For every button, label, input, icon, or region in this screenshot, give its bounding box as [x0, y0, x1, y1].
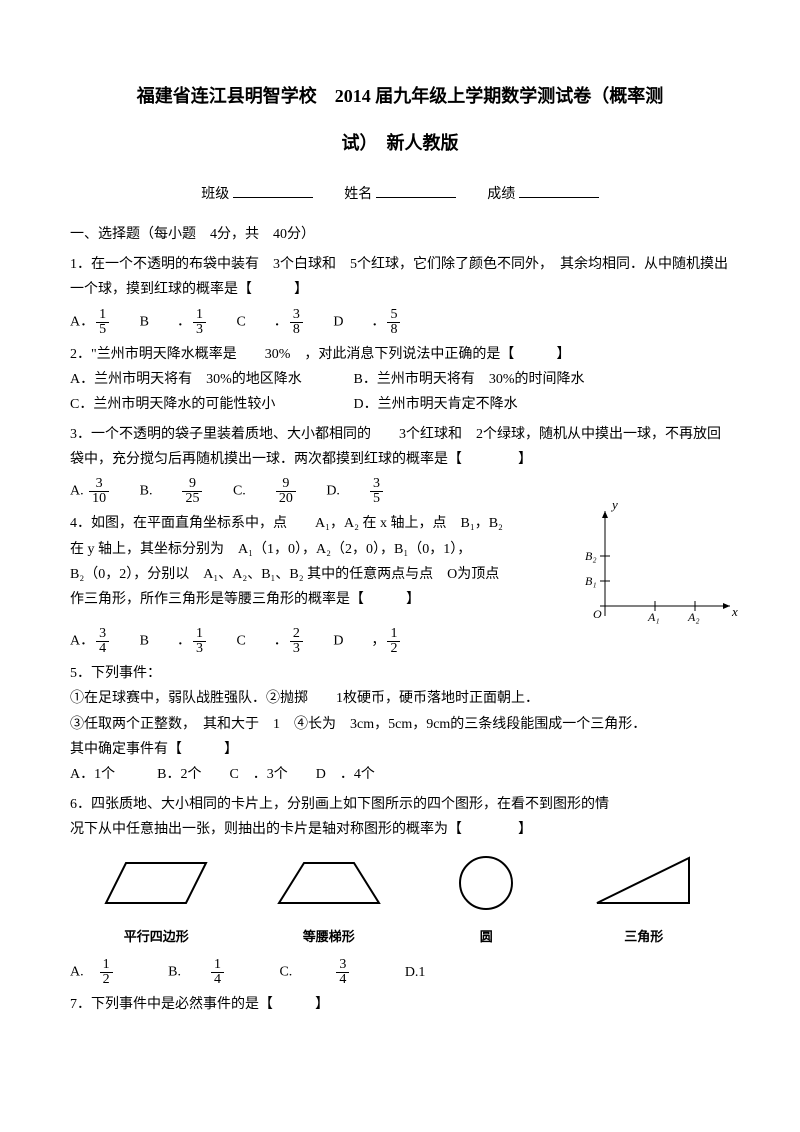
question-5: 5．下列事件： ①在足球赛中，弱队战胜强队．②抛掷 1枚硬币，硬币落地时正面朝上…	[70, 661, 730, 787]
q5-l1: 5．下列事件：	[70, 661, 730, 686]
svg-text:A₂: A₂	[687, 610, 700, 624]
q6-l1: 6．四张质地、大小相同的卡片上，分别画上如下图所示的四个图形，在看不到图形的情	[70, 792, 730, 817]
section1-title: 一、选择题（每小题 4分，共 40分）	[70, 222, 730, 247]
question-6: 6．四张质地、大小相同的卡片上，分别画上如下图所示的四个图形，在看不到图形的情 …	[70, 792, 730, 987]
question-4: 4．如图，在平面直角坐标系中，点 A₁，A₂ 在 x 轴上，点 B₁，B₂ 在 …	[70, 511, 730, 656]
title-line1: 福建省连江县明智学校 2014 届九年级上学期数学测试卷（概率测	[70, 80, 730, 112]
shapes-row: 平行四边形 等腰梯形 圆 三角形	[70, 853, 730, 949]
shape-triangle: 三角形	[589, 853, 699, 949]
q2-row2: C．兰州市明天降水的可能性较小 D．兰州市明天肯定不降水	[70, 392, 730, 417]
svg-text:x: x	[731, 604, 738, 619]
question-3: 3．一个不透明的袋子里装着质地、大小都相同的 3个红球和 2个绿球，随机从中摸出…	[70, 422, 730, 506]
q5-opts: A．1个 B．2个 C ．3个 D ．4个	[70, 762, 730, 787]
svg-text:A₁: A₁	[647, 610, 660, 624]
header-fields: 班级 姓名 成绩	[70, 180, 730, 207]
class-blank	[233, 180, 313, 198]
q5-l4: 其中确定事件有【 】	[70, 737, 730, 762]
shape-circle: 圆	[446, 853, 526, 949]
name-blank	[376, 180, 456, 198]
question-2: 2．"兰州市明天降水概率是 30% ，对此消息下列说法中正确的是【 】 A．兰州…	[70, 342, 730, 418]
question-7: 7．下列事件中是必然事件的是【 】	[70, 992, 730, 1017]
q1-text: 1．在一个不透明的布袋中装有 3个白球和 5个红球，它们除了颜色不同外， 其余均…	[70, 252, 730, 302]
q5-l3: ③任取两个正整数， 其和大于 1 ④长为 3cm，5cm，9cm的三条线段能围成…	[70, 712, 730, 737]
q2-row1: A．兰州市明天将有 30%的地区降水 B．兰州市明天将有 30%的时间降水	[70, 367, 730, 392]
question-1: 1．在一个不透明的布袋中装有 3个白球和 5个红球，它们除了颜色不同外， 其余均…	[70, 252, 730, 336]
q3-text: 3．一个不透明的袋子里装着质地、大小都相同的 3个红球和 2个绿球，随机从中摸出…	[70, 422, 730, 472]
shape-parallelogram: 平行四边形	[101, 853, 211, 949]
score-label: 成绩	[487, 187, 515, 202]
svg-text:y: y	[610, 501, 618, 512]
svg-text:O: O	[593, 607, 602, 621]
name-label: 姓名	[344, 187, 372, 202]
q4-options: A．34 B ．13 C ．23 D ，12	[70, 627, 730, 656]
coordinate-graph: y x O B₁ B₂ A₁ A₂	[580, 501, 740, 631]
q6-options: A. 12 B. 14 C. 34 D.1	[70, 958, 730, 987]
q1-options: A．15 B ．13 C ．38 D ．58	[70, 308, 730, 337]
svg-text:B₁: B₁	[585, 574, 597, 588]
q5-l2: ①在足球赛中，弱队战胜强队．②抛掷 1枚硬币，硬币落地时正面朝上．	[70, 686, 730, 711]
class-label: 班级	[201, 187, 229, 202]
shape-trapezoid: 等腰梯形	[274, 853, 384, 949]
title-line2: 试） 新人教版	[70, 127, 730, 159]
svg-text:B₂: B₂	[585, 549, 597, 563]
score-blank	[519, 180, 599, 198]
q6-l2: 况下从中任意抽出一张，则抽出的卡片是轴对称图形的概率为【 】	[70, 817, 730, 842]
q2-text: 2．"兰州市明天降水概率是 30% ，对此消息下列说法中正确的是【 】	[70, 342, 730, 367]
